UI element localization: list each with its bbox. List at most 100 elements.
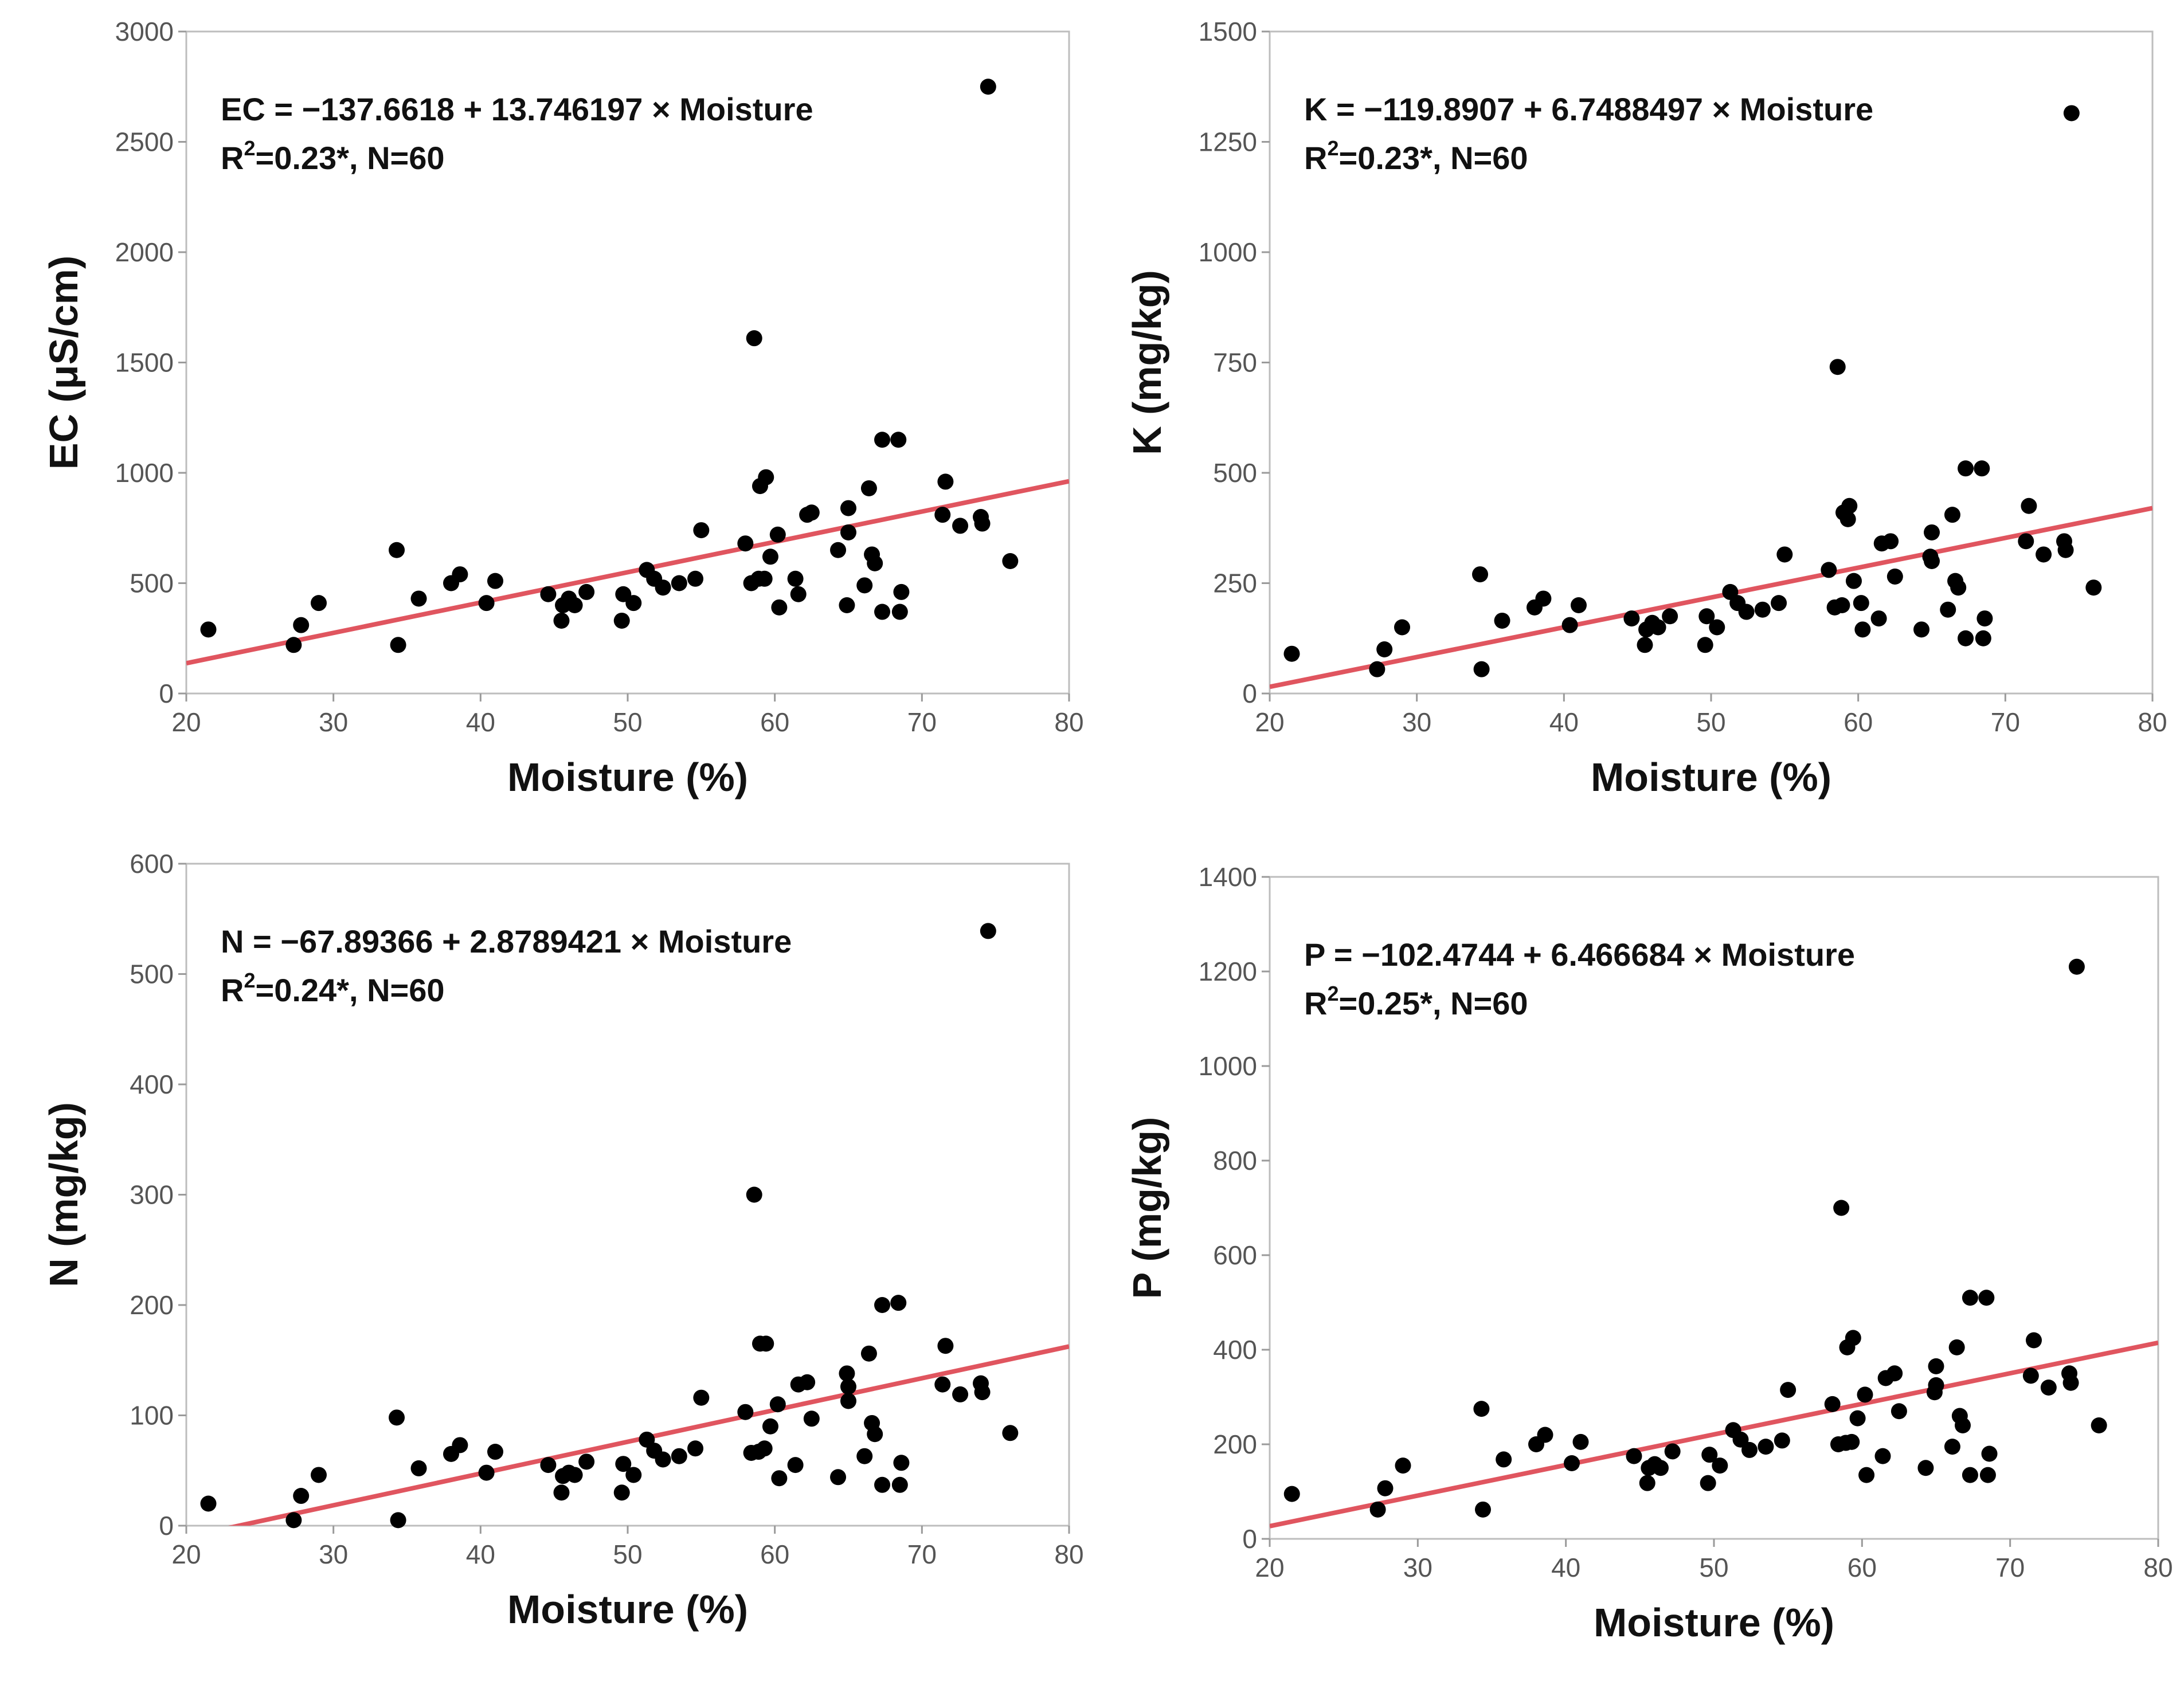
r-squared-label: R2=0.24*, N=60	[221, 969, 445, 1008]
data-point	[293, 617, 310, 633]
data-point	[2018, 533, 2034, 550]
x-tick-label: 50	[613, 1539, 642, 1569]
data-point	[1653, 1460, 1669, 1476]
panel-n: 0 100 200 300 400 500 600 20 30 40 50 60 70 80 Moistur…	[41, 849, 1084, 1632]
y-tick-label: 300	[130, 1180, 174, 1210]
data-point	[952, 1386, 969, 1402]
data-point	[2021, 497, 2037, 514]
data-point	[1839, 511, 1856, 527]
x-axis-title: Moisture (%)	[1594, 1600, 1834, 1645]
data-point	[1732, 1431, 1749, 1448]
data-point	[974, 515, 991, 532]
data-point	[478, 595, 495, 612]
fit-line	[1270, 1340, 2158, 1529]
data-point	[874, 1297, 891, 1313]
x-tick-label: 60	[760, 1539, 789, 1569]
data-point	[1664, 1443, 1681, 1460]
fit-line	[1270, 506, 2152, 689]
data-point	[1700, 1475, 1716, 1491]
x-tick-label: 80	[2138, 707, 2167, 737]
data-point	[578, 1453, 595, 1470]
data-point	[1537, 1427, 1553, 1443]
data-point	[452, 566, 468, 583]
data-point	[1924, 553, 1940, 569]
data-point	[758, 1335, 774, 1352]
x-tick-label: 80	[1054, 1539, 1083, 1569]
data-point	[803, 504, 820, 521]
data-point	[803, 1410, 820, 1427]
y-tick-label: 500	[1213, 458, 1257, 488]
data-point	[2085, 579, 2102, 596]
data-point	[1882, 533, 1899, 550]
regression-equation: N = −67.89366 + 2.8789421 × Moisture	[221, 923, 792, 959]
data-point	[867, 555, 883, 571]
data-point	[540, 1457, 557, 1474]
regression-equation: K = −119.8907 + 6.7488497 × Moisture	[1304, 91, 1873, 127]
x-tick-label: 50	[1699, 1553, 1728, 1582]
data-point	[693, 1389, 710, 1406]
data-point	[285, 1512, 302, 1529]
x-axis-title: Moisture (%)	[507, 755, 748, 800]
data-point	[980, 79, 996, 95]
y-tick-label: 2000	[115, 237, 174, 267]
data-point	[1979, 1467, 1996, 1483]
y-axis-title: EC (μS/cm)	[41, 256, 86, 469]
data-point	[1774, 1432, 1790, 1449]
fit-line	[186, 479, 1069, 666]
data-point	[1854, 621, 1871, 638]
data-point	[615, 1456, 632, 1472]
data-point	[756, 570, 773, 587]
fit-line	[228, 1344, 1069, 1526]
data-point	[737, 535, 754, 552]
data-point	[974, 1384, 991, 1401]
x-tick-label: 60	[760, 707, 789, 737]
data-point	[2057, 542, 2074, 558]
data-point	[1845, 1330, 1861, 1346]
data-point	[613, 1484, 630, 1501]
r-squared-label: R2=0.25*, N=60	[1304, 982, 1528, 1021]
data-point	[1849, 1410, 1866, 1427]
data-point	[410, 590, 427, 607]
y-tick-label: 600	[130, 849, 174, 879]
data-point	[1561, 617, 1578, 633]
data-point	[1958, 630, 1974, 646]
x-tick-label: 60	[1848, 1553, 1877, 1582]
data-point	[687, 570, 704, 587]
data-point	[1844, 1433, 1860, 1450]
data-point	[1845, 573, 1862, 589]
data-point	[2026, 1332, 2042, 1349]
data-point	[1955, 1417, 1971, 1433]
data-point	[540, 586, 557, 602]
data-point	[1950, 579, 1967, 596]
data-point	[1874, 1448, 1891, 1464]
data-point	[787, 570, 804, 587]
data-point	[578, 583, 595, 600]
data-point	[934, 507, 951, 523]
data-point	[1572, 1433, 1589, 1450]
panel-ec: 0 500 1000 1500 2000 2500 3000 20 30 40 50 60 70 80 Mo…	[41, 17, 1084, 800]
x-tick-label: 70	[1991, 707, 2020, 737]
data-point	[1924, 524, 1940, 540]
data-point	[891, 1476, 908, 1493]
data-point	[1940, 601, 1956, 618]
data-point	[655, 1451, 671, 1468]
data-point	[655, 579, 671, 596]
data-point	[890, 432, 907, 448]
data-point	[830, 1469, 847, 1486]
y-tick-label: 400	[130, 1069, 174, 1099]
y-tick-label: 1000	[115, 458, 174, 488]
data-point	[1891, 1403, 1907, 1420]
y-tick-label: 600	[1213, 1240, 1257, 1270]
data-point	[840, 1378, 856, 1395]
x-tick-label: 20	[1255, 707, 1284, 737]
data-point	[311, 1467, 327, 1483]
y-axis-title: N (mg/kg)	[41, 1102, 86, 1287]
data-point	[1870, 610, 1887, 627]
data-point	[860, 1345, 877, 1362]
data-point	[856, 577, 873, 594]
data-point	[410, 1460, 427, 1476]
data-point	[1698, 608, 1715, 625]
data-point	[839, 597, 855, 613]
y-tick-label: 200	[1213, 1429, 1257, 1459]
data-point	[200, 1495, 217, 1512]
